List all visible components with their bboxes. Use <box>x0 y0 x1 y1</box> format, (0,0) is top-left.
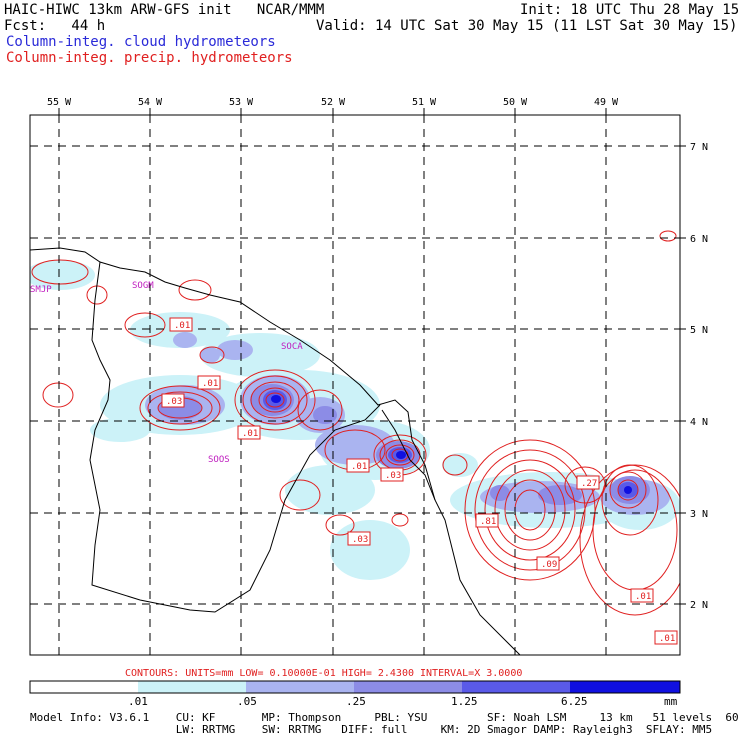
lon-label: 54 W <box>138 97 163 108</box>
lat-label: 7 N <box>690 142 708 153</box>
station-soca: SOCA <box>281 342 303 352</box>
station-soos: SOOS <box>208 455 230 465</box>
contour-label: .01 <box>237 425 261 440</box>
contour-label: .01 <box>346 458 370 473</box>
lat-lon-grid <box>30 115 680 655</box>
contour-label: .81 <box>475 513 499 528</box>
contour-label: .01 <box>169 317 193 332</box>
map-ticks <box>58 108 686 605</box>
svg-text:.01: .01 <box>242 429 258 439</box>
svg-text:.03: .03 <box>352 535 368 545</box>
contour-label: .01 <box>630 588 654 603</box>
init-time: Init: 18 UTC Thu 28 May 15 <box>520 2 740 18</box>
lat-label: 5 N <box>690 325 708 336</box>
lon-labels: 55 W 54 W 53 W 52 W 51 W 50 W 49 W <box>47 97 619 108</box>
lon-label: 49 W <box>594 97 619 108</box>
lat-label: 6 N <box>690 234 708 245</box>
svg-text:.27: .27 <box>581 479 597 489</box>
lon-label: 52 W <box>321 97 346 108</box>
contour-label: .27 <box>576 475 600 490</box>
lon-label: 53 W <box>229 97 254 108</box>
forecast-hour: Fcst: 44 h <box>4 18 106 34</box>
svg-text:.03: .03 <box>385 471 401 481</box>
contour-label: .03 <box>347 531 371 546</box>
colorbar-tick: .05 <box>237 695 257 708</box>
svg-text:.01: .01 <box>174 321 190 331</box>
map-frame <box>29 114 681 656</box>
cloud-field-label: Column-integ. cloud hydrometeors <box>6 34 276 50</box>
svg-text:.01: .01 <box>202 379 218 389</box>
svg-text:.03: .03 <box>166 397 182 407</box>
lon-label: 55 W <box>47 97 72 108</box>
colorbar-tick: .25 <box>346 695 366 708</box>
station-labels: SMJP SOGM SOCA SOOS <box>30 281 303 465</box>
svg-text:.01: .01 <box>659 634 675 644</box>
colorbar-tick: 1.25 <box>451 695 478 708</box>
colorbar-units: mm <box>664 695 678 708</box>
lat-label: 4 N <box>690 417 708 428</box>
station-smjp: SMJP <box>30 285 52 295</box>
svg-text:.01: .01 <box>635 592 651 602</box>
lat-label: 2 N <box>690 600 708 611</box>
svg-text:.01: .01 <box>351 462 367 472</box>
model-info-line2: LW: RRTMG SW: RRTMG DIFF: full KM: 2D Sm… <box>30 723 713 736</box>
lat-label: 3 N <box>690 509 708 520</box>
colorbar-tick: 6.25 <box>561 695 588 708</box>
colorbar-tick: .01 <box>128 695 148 708</box>
lat-labels: 7 N 6 N 5 N 4 N 3 N 2 N <box>690 142 708 611</box>
plot-title: HAIC-HIWC 13km ARW-GFS init NCAR/MMM <box>4 2 325 18</box>
contour-label: .03 <box>161 393 185 408</box>
coastline-borders <box>30 247 521 655</box>
contour-label: .01 <box>654 630 678 645</box>
contour-label: .09 <box>536 556 560 571</box>
svg-text:.81: .81 <box>480 517 496 527</box>
contour-label: .01 <box>197 375 221 390</box>
precip-field-label: Column-integ. precip. hydrometeors <box>6 50 293 66</box>
lon-label: 51 W <box>412 97 437 108</box>
model-info-line1: Model Info: V3.6.1 CU: KF MP: Thompson P… <box>30 711 740 724</box>
contour-value-labels: .01 .01 .03 .01 .01 .03 .81 .27 .09 .03 … <box>161 317 678 645</box>
contours-info: CONTOURS: UNITS=mm LOW= 0.10000E-01 HIGH… <box>125 668 522 679</box>
svg-text:.09: .09 <box>541 560 557 570</box>
lon-label: 50 W <box>503 97 528 108</box>
colorbar <box>29 680 681 694</box>
station-sogm: SOGM <box>132 281 154 291</box>
valid-time: Valid: 14 UTC Sat 30 May 15 (11 LST Sat … <box>316 18 738 34</box>
contour-label: .03 <box>380 467 404 482</box>
